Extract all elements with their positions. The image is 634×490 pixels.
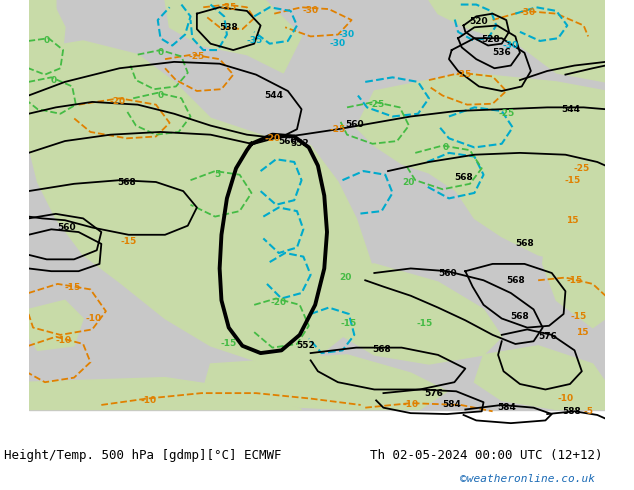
Text: 552: 552: [290, 139, 309, 148]
Text: 538: 538: [219, 23, 238, 32]
Text: 20: 20: [403, 177, 415, 187]
Text: 544: 544: [561, 105, 580, 114]
Text: 584: 584: [497, 403, 515, 412]
Text: -10: -10: [55, 336, 71, 345]
Text: 20: 20: [339, 273, 351, 282]
Text: 576: 576: [424, 389, 443, 397]
Text: -25: -25: [498, 109, 514, 118]
Text: 15: 15: [566, 216, 579, 225]
Text: -30: -30: [339, 30, 355, 39]
Text: 560: 560: [345, 120, 364, 129]
Text: 552: 552: [297, 342, 316, 350]
Text: 568: 568: [515, 240, 534, 248]
Text: 0: 0: [443, 143, 448, 152]
Polygon shape: [29, 0, 65, 91]
Text: -15: -15: [120, 237, 137, 245]
Text: 568: 568: [117, 177, 136, 187]
Text: -35: -35: [221, 3, 237, 12]
Text: -15: -15: [571, 312, 587, 321]
Text: -15: -15: [340, 318, 357, 327]
Text: 0: 0: [157, 91, 164, 100]
Text: 576: 576: [538, 332, 557, 341]
Text: -25: -25: [455, 70, 472, 79]
Polygon shape: [202, 355, 447, 410]
Text: -15: -15: [565, 176, 581, 185]
Text: 544: 544: [265, 91, 284, 100]
Text: -20: -20: [271, 297, 287, 307]
Polygon shape: [302, 264, 501, 364]
Text: -15: -15: [64, 283, 81, 292]
Polygon shape: [29, 41, 374, 364]
Polygon shape: [356, 73, 605, 264]
Text: -30: -30: [302, 6, 319, 15]
Text: -35: -35: [246, 36, 262, 46]
Text: -30: -30: [519, 8, 535, 17]
Text: -10: -10: [403, 400, 419, 410]
Text: 568: 568: [506, 276, 525, 285]
Text: 0: 0: [51, 75, 57, 85]
Text: Height/Temp. 500 hPa [gdmp][°C] ECMWF: Height/Temp. 500 hPa [gdmp][°C] ECMWF: [4, 449, 281, 462]
Polygon shape: [29, 300, 83, 350]
Text: -25: -25: [574, 164, 590, 173]
Text: 520: 520: [470, 17, 488, 26]
Text: -15: -15: [566, 276, 583, 285]
Text: ©weatheronline.co.uk: ©weatheronline.co.uk: [460, 474, 595, 484]
Text: -25: -25: [189, 52, 205, 61]
Polygon shape: [474, 346, 605, 410]
Polygon shape: [429, 0, 605, 82]
Text: 588: 588: [562, 407, 581, 416]
Text: 0: 0: [44, 36, 50, 46]
Text: -10: -10: [557, 394, 574, 403]
Text: 536: 536: [493, 49, 511, 57]
Polygon shape: [29, 14, 49, 50]
Polygon shape: [29, 0, 56, 100]
Text: 560: 560: [278, 137, 297, 146]
Text: -15: -15: [417, 318, 432, 327]
Text: 584: 584: [443, 400, 461, 410]
Text: -30: -30: [330, 39, 346, 48]
Text: 560: 560: [438, 269, 456, 277]
Text: -25: -25: [330, 125, 346, 134]
Text: 568: 568: [454, 173, 473, 182]
Text: 560: 560: [58, 223, 76, 232]
Text: -20: -20: [110, 98, 126, 106]
Text: 528: 528: [481, 35, 500, 44]
Text: 5: 5: [215, 170, 221, 179]
Polygon shape: [543, 182, 605, 328]
Text: -15: -15: [221, 340, 237, 348]
Text: -5: -5: [583, 407, 593, 416]
Text: Th 02-05-2024 00:00 UTC (12+12): Th 02-05-2024 00:00 UTC (12+12): [370, 449, 602, 462]
Text: -10: -10: [141, 396, 157, 405]
Text: -25: -25: [368, 100, 384, 109]
Text: 15: 15: [576, 328, 588, 337]
Text: 568: 568: [372, 345, 391, 354]
Text: -20: -20: [264, 134, 280, 143]
Polygon shape: [165, 0, 302, 73]
Text: -30: -30: [503, 41, 519, 50]
Text: 568: 568: [510, 312, 529, 321]
Text: 0: 0: [157, 49, 164, 57]
Polygon shape: [29, 378, 302, 410]
Text: -10: -10: [86, 314, 102, 323]
